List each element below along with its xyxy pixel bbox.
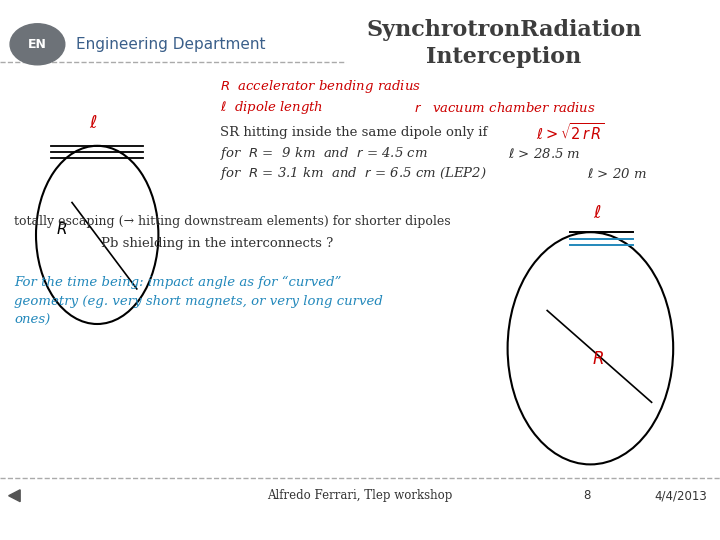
Text: $\ell$: $\ell$ (593, 205, 602, 222)
Text: $R$  accelerator bending radius: $R$ accelerator bending radius (220, 78, 420, 95)
Text: $\ell$: $\ell$ (89, 114, 98, 132)
Text: $\ell$ > 28.5 m: $\ell$ > 28.5 m (508, 147, 580, 161)
Text: for  $R$ = 3.1 km  and  $r$ = 6.5 cm (LEP2): for $R$ = 3.1 km and $r$ = 6.5 cm (LEP2) (220, 165, 487, 183)
Text: Alfredo Ferrari, Tlep workshop: Alfredo Ferrari, Tlep workshop (267, 489, 453, 502)
Text: SR hitting inside the same dipole only if: SR hitting inside the same dipole only i… (220, 126, 487, 139)
Text: EN: EN (28, 38, 47, 51)
Text: Engineering Department: Engineering Department (76, 37, 265, 52)
Text: $R$: $R$ (592, 350, 603, 368)
Text: $R$: $R$ (55, 221, 67, 238)
Text: totally escaping (→ hitting downstream elements) for shorter dipoles: totally escaping (→ hitting downstream e… (14, 215, 451, 228)
Text: $\ell$ > 20 m: $\ell$ > 20 m (587, 167, 647, 181)
Text: $r$   vacuum chamber radius: $r$ vacuum chamber radius (414, 101, 596, 115)
Text: $\ell > \sqrt{2\,r\,R}$: $\ell > \sqrt{2\,r\,R}$ (536, 122, 606, 143)
Text: 8: 8 (583, 489, 590, 502)
Text: Pb shielding in the interconnects ?: Pb shielding in the interconnects ? (101, 237, 333, 249)
Text: For the time being: impact angle as for “curved”
geometry (eg. very short magnet: For the time being: impact angle as for … (14, 275, 383, 327)
Polygon shape (9, 490, 20, 502)
Text: SynchrotronRadiation
Interception: SynchrotronRadiation Interception (366, 19, 642, 68)
Text: 4/4/2013: 4/4/2013 (654, 489, 707, 502)
Text: for  $R$ =  9 km  and  $r$ = 4.5 cm: for $R$ = 9 km and $r$ = 4.5 cm (220, 145, 427, 163)
Text: $\ell$  dipole length: $\ell$ dipole length (220, 99, 323, 117)
Circle shape (10, 24, 65, 65)
